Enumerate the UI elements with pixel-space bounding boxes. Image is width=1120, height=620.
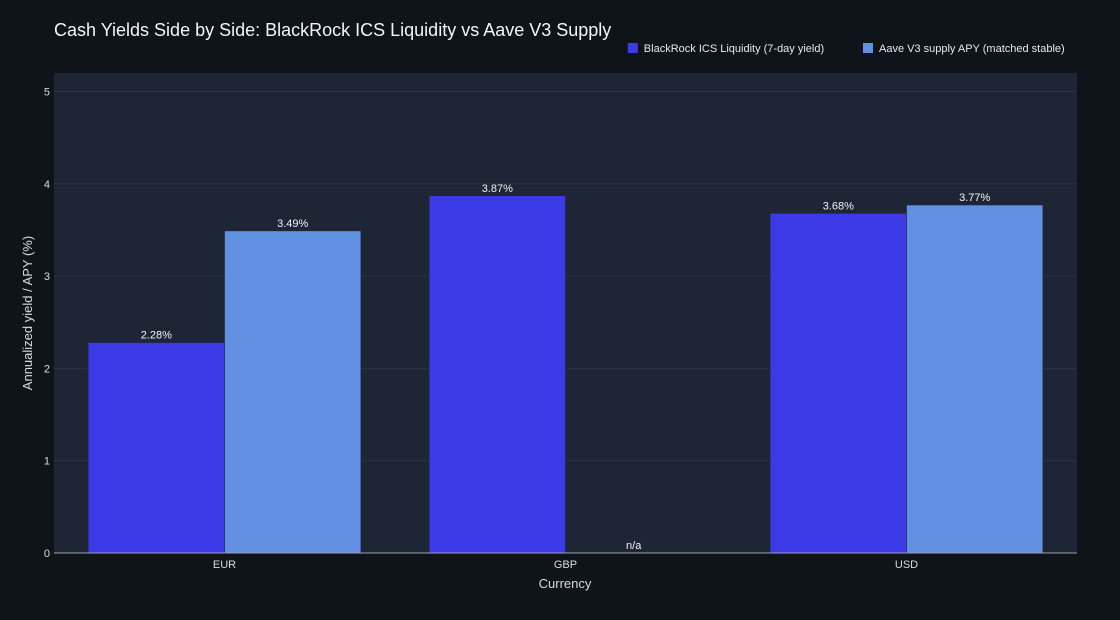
x-axis-title: Currency — [539, 576, 592, 591]
bar-value-label: n/a — [626, 540, 642, 552]
y-tick-label: 4 — [44, 179, 50, 191]
bar — [906, 204, 1044, 554]
x-axis-ticks: EUR GBP USD — [213, 559, 918, 571]
y-tick-label: 0 — [44, 548, 50, 560]
x-tick-label: EUR — [213, 559, 236, 571]
bar-value-label: 3.77% — [959, 192, 990, 204]
legend-swatch — [863, 43, 873, 53]
legend-swatch — [627, 43, 638, 53]
bar — [428, 195, 566, 554]
x-tick-label: GBP — [554, 559, 577, 571]
y-axis-title: Annualized yield / APY (%) — [20, 236, 35, 390]
x-tick-label: USD — [895, 559, 918, 571]
y-tick-label: 3 — [44, 271, 50, 283]
bar-value-label: 3.49% — [277, 218, 308, 230]
bar-value-label: 3.87% — [482, 183, 513, 195]
bar — [87, 342, 225, 554]
bars — [87, 195, 1044, 554]
bar-value-label: 3.68% — [823, 200, 854, 212]
y-tick-label: 5 — [44, 86, 50, 98]
bar — [224, 230, 362, 554]
legend[interactable]: BlackRock ICS Liquidity (7-day yield) Aav… — [627, 43, 1065, 55]
bar-value-label: 2.28% — [141, 330, 172, 342]
y-axis-ticks: 0 1 2 3 4 5 — [44, 86, 50, 560]
bar — [769, 213, 907, 554]
bar-labels: 2.28% 3.49% 3.87% n/a 3.68% 3.77% — [141, 183, 991, 552]
legend-label: Aave V3 supply APY (matched stable) — [879, 43, 1065, 55]
chart-title: Cash Yields Side by Side: BlackRock ICS … — [54, 20, 611, 40]
y-tick-label: 2 — [44, 363, 50, 375]
y-tick-label: 1 — [44, 456, 50, 468]
legend-label: BlackRock ICS Liquidity (7-day yield) — [644, 43, 824, 55]
